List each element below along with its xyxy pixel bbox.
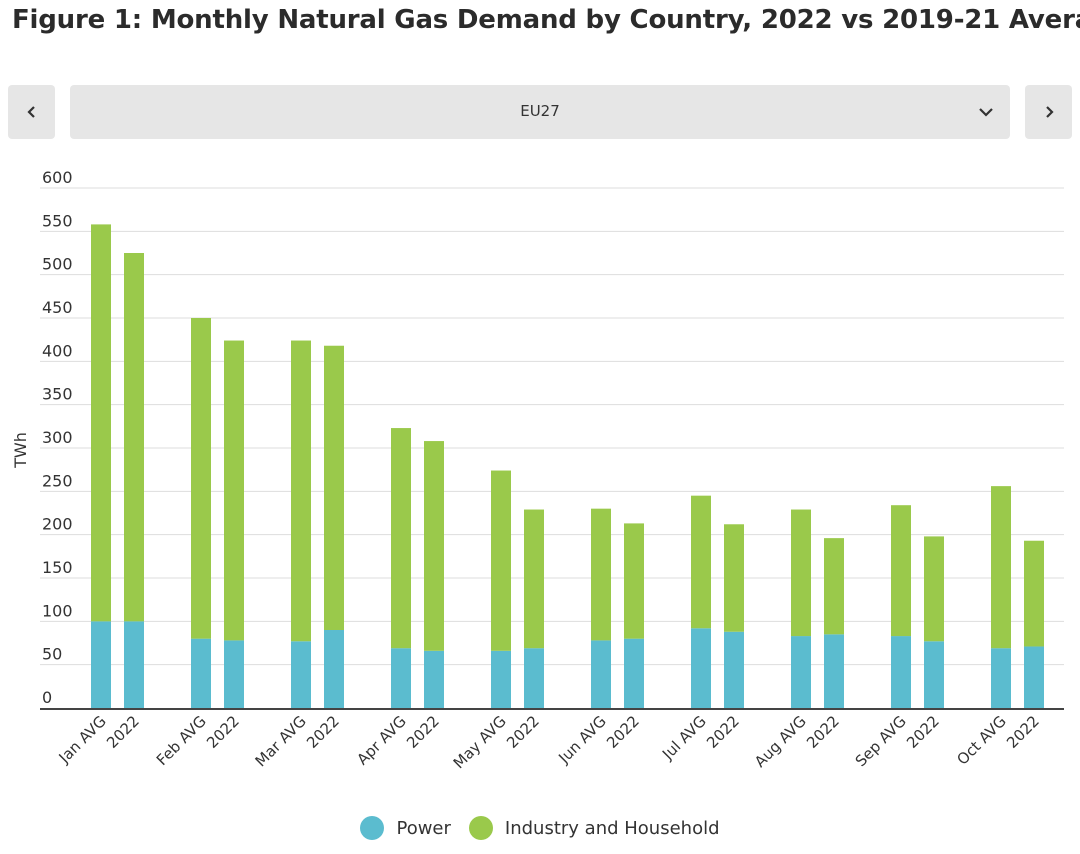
y-axis-label: TWh	[11, 432, 30, 469]
bar-power	[891, 636, 911, 708]
x-tick-label: 2022	[903, 712, 943, 752]
x-tick-label: 2022	[103, 712, 143, 752]
x-tick-label: Jun AVG	[554, 712, 609, 767]
x-tick-label: Feb AVG	[153, 712, 210, 769]
x-tick-label: Apr AVG	[353, 712, 410, 769]
y-tick-label: 100	[42, 601, 73, 620]
legend-swatch-power	[360, 816, 385, 840]
bar-power	[624, 638, 644, 708]
bar-power	[391, 648, 411, 708]
legend-label-power: Power	[396, 817, 451, 839]
legend: Power Industry and Household	[0, 816, 1080, 840]
x-tick-label: Mar AVG	[252, 712, 310, 770]
y-tick-label: 250	[42, 471, 73, 490]
bar-power	[491, 650, 511, 708]
bar-industry	[891, 505, 911, 637]
bar-power	[191, 638, 211, 708]
y-tick-label: 150	[42, 558, 73, 577]
legend-item-power[interactable]: Power	[360, 816, 451, 840]
bar-industry	[91, 224, 111, 622]
legend-swatch-industry	[468, 816, 493, 840]
next-button[interactable]	[1025, 85, 1072, 139]
x-tick-label: Jan AVG	[55, 712, 110, 767]
bar-industry	[124, 253, 144, 622]
x-tick-label: Oct AVG	[953, 712, 1009, 768]
chevron-down-icon	[979, 108, 993, 117]
bar-industry	[591, 508, 611, 641]
bar-industry	[691, 495, 711, 629]
bar-industry	[991, 486, 1011, 649]
y-tick-label: 550	[42, 211, 73, 230]
legend-item-industry[interactable]: Industry and Household	[468, 816, 720, 840]
y-tick-label: 500	[42, 255, 73, 274]
x-tick-label: May AVG	[450, 712, 510, 772]
stacked-bar-chart: 600550500450400350300250200150100500TWhJ…	[11, 168, 1064, 772]
bar-industry	[224, 340, 244, 641]
bar-power	[124, 621, 144, 708]
chevron-left-icon	[26, 106, 35, 118]
bar-power	[324, 630, 344, 708]
bar-industry	[624, 523, 644, 639]
bar-power	[791, 636, 811, 708]
bar-industry	[724, 524, 744, 632]
bar-power	[524, 648, 544, 708]
bar-industry	[524, 509, 544, 649]
bar-industry	[191, 318, 211, 639]
y-tick-label: 400	[42, 341, 73, 360]
x-tick-label: Jul AVG	[658, 712, 710, 764]
bar-industry	[391, 428, 411, 649]
country-select[interactable]: EU27	[70, 85, 1010, 139]
bar-industry	[491, 470, 511, 651]
bar-industry	[924, 536, 944, 642]
x-tick-label: 2022	[803, 712, 843, 752]
bar-power	[1024, 646, 1044, 708]
x-tick-label: Sep AVG	[852, 712, 910, 770]
y-tick-label: 50	[42, 645, 62, 664]
bar-industry	[424, 441, 444, 651]
y-tick-label: 200	[42, 515, 73, 534]
x-tick-label: 2022	[403, 712, 443, 752]
x-tick-label: 2022	[703, 712, 743, 752]
y-tick-label: 600	[42, 168, 73, 187]
bar-power	[591, 640, 611, 708]
bar-power	[224, 640, 244, 708]
bar-industry	[1024, 540, 1044, 647]
previous-button[interactable]	[8, 85, 55, 139]
y-tick-label: 0	[42, 688, 52, 707]
x-tick-label: 2022	[303, 712, 343, 752]
y-tick-label: 300	[42, 428, 73, 447]
bar-industry	[291, 340, 311, 642]
x-tick-label: Aug AVG	[751, 712, 810, 771]
y-tick-label: 450	[42, 298, 73, 317]
bar-power	[824, 634, 844, 708]
bar-power	[424, 650, 444, 708]
x-tick-label: 2022	[503, 712, 543, 752]
bar-power	[991, 648, 1011, 708]
chevron-right-icon	[1045, 106, 1054, 118]
bar-industry	[824, 538, 844, 635]
bar-power	[91, 621, 111, 708]
bar-power	[924, 641, 944, 708]
bar-industry	[791, 509, 811, 637]
country-select-value: EU27	[520, 102, 560, 120]
legend-label-industry: Industry and Household	[504, 817, 720, 839]
x-tick-label: 2022	[203, 712, 243, 752]
x-tick-label: 2022	[1003, 712, 1043, 752]
bar-industry	[324, 345, 344, 630]
x-tick-label: 2022	[603, 712, 643, 752]
y-tick-label: 350	[42, 385, 73, 404]
bar-power	[691, 628, 711, 708]
bar-power	[724, 631, 744, 708]
chart-title: Figure 1: Monthly Natural Gas Demand by …	[12, 5, 1080, 35]
bar-power	[291, 641, 311, 708]
